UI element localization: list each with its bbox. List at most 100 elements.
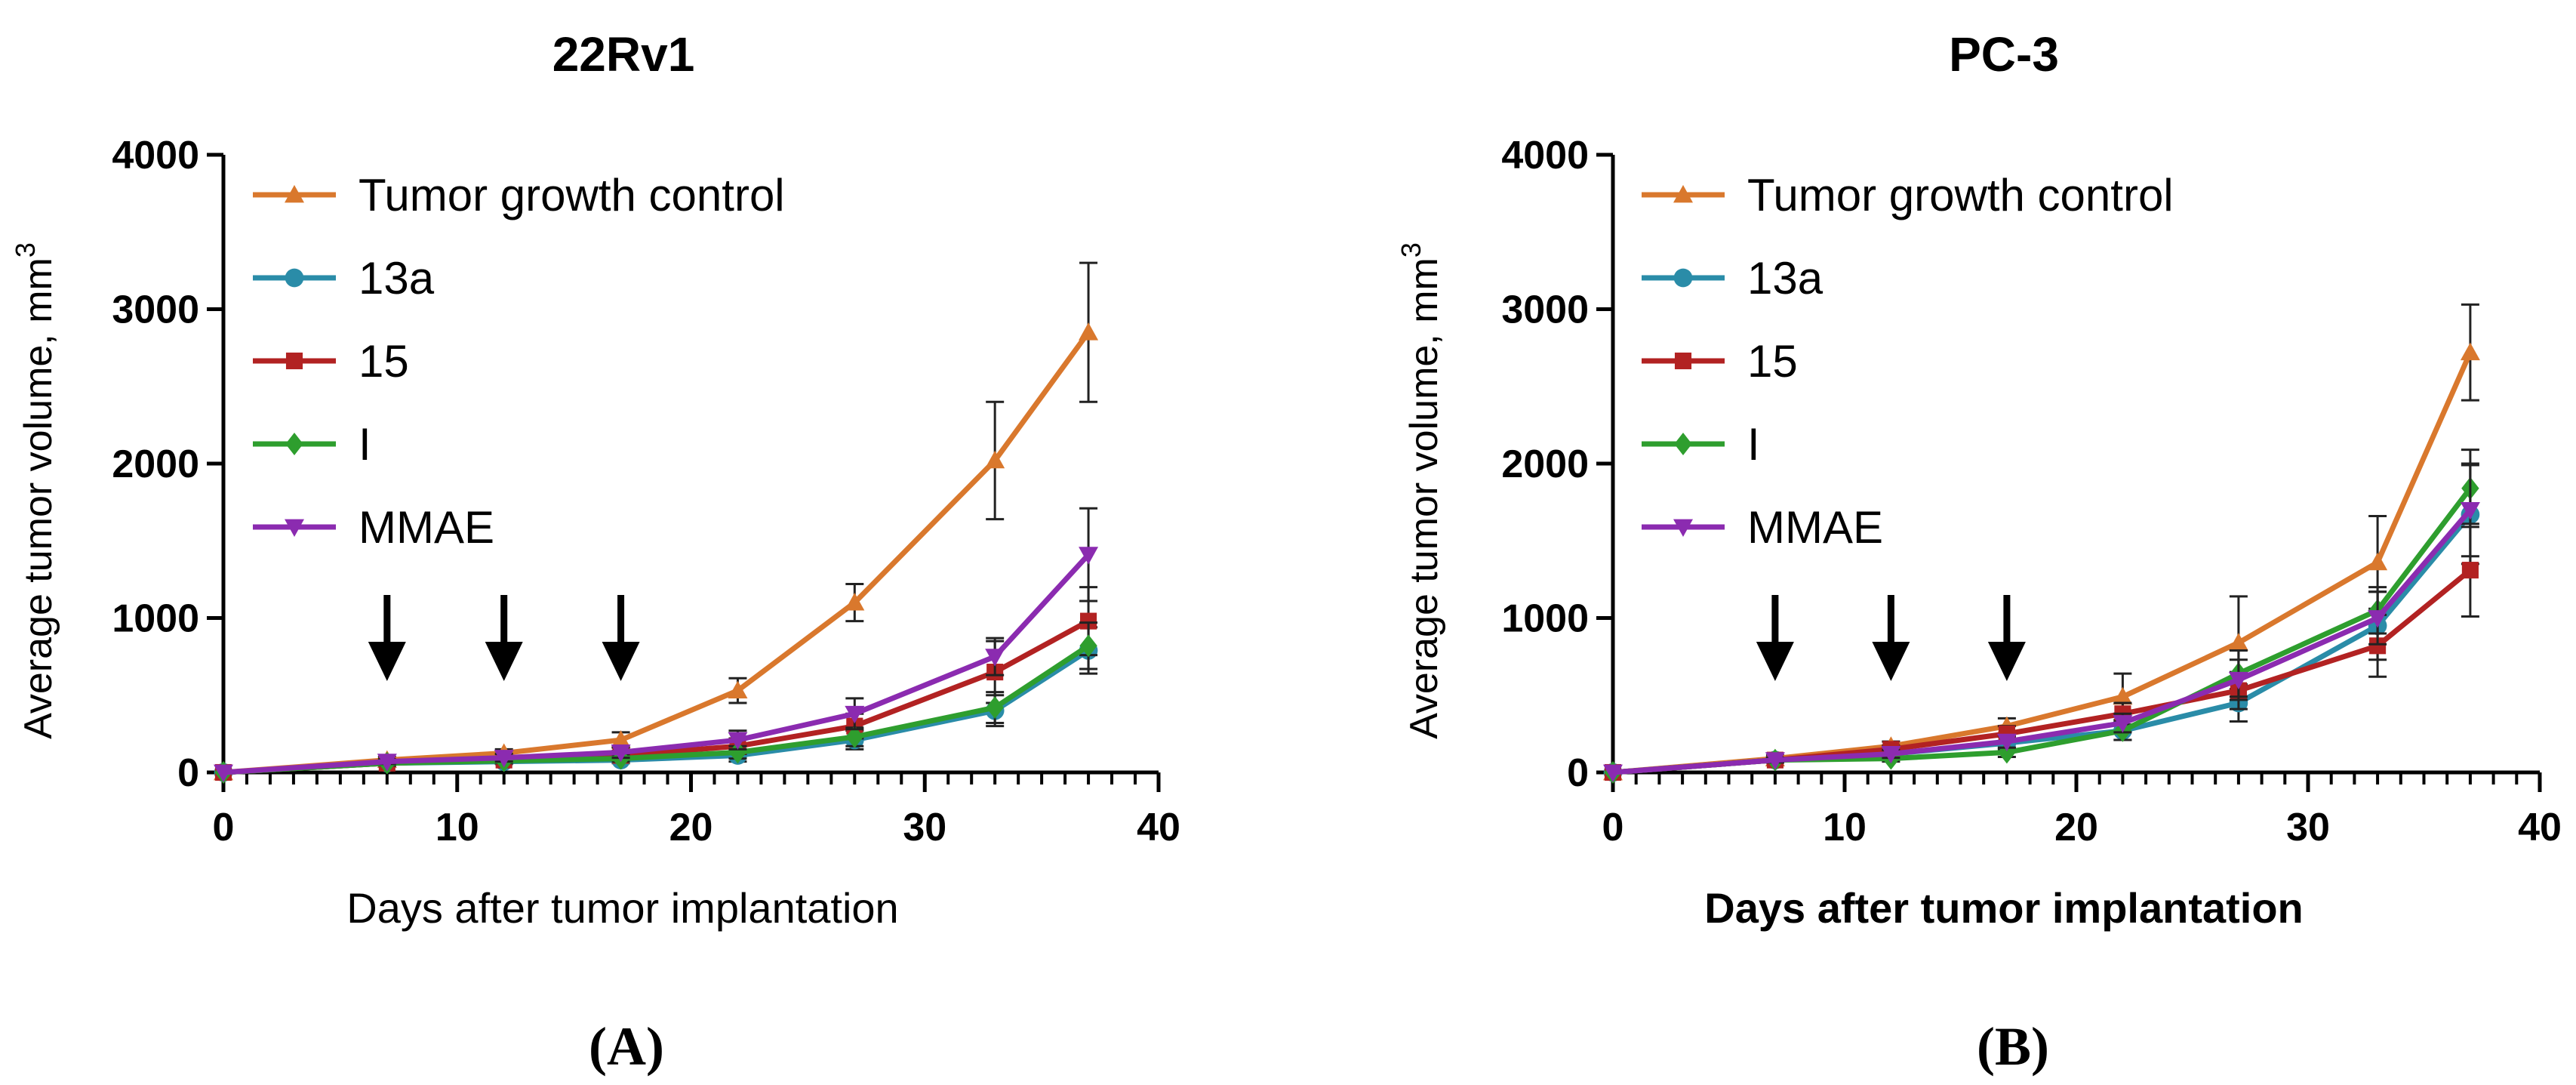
- panel-a-legend-label: I: [359, 419, 371, 470]
- panel-b-series-line: [1612, 508, 2473, 775]
- panel-b-series-line: [1612, 351, 2473, 775]
- panel-b-dose-arrow-head: [1872, 642, 1910, 681]
- panel-b-legend-marker: [1673, 519, 1693, 537]
- panel-a-legend-marker: [285, 352, 303, 370]
- panel-b-legend-marker: [1673, 185, 1693, 203]
- panel-b-dose-arrow-head: [1756, 642, 1794, 681]
- panel-b-data-point: [2461, 562, 2479, 579]
- panel-a-y-tick-label: 4000: [112, 134, 199, 177]
- panel-b-legend-item: 13a: [1642, 253, 1824, 304]
- panel-a-y-tick-label: 1000: [112, 597, 199, 641]
- panel-a-data-point: [1079, 634, 1097, 658]
- panel-a-legend-marker: [285, 433, 303, 455]
- panel-b-dose-arrow: [1987, 595, 2026, 681]
- panel-a-label: (A): [589, 1016, 664, 1077]
- panel-a-x-axis-label: Days after tumor implantation: [346, 884, 898, 932]
- panel-b-legend-marker: [1674, 433, 1692, 455]
- panel-b-legend-item: 15: [1642, 336, 1798, 387]
- panel-a-x-tick-label: 20: [669, 806, 713, 849]
- panel-b-dose-arrow: [1756, 595, 1794, 681]
- panel-a-series-line: [223, 553, 1091, 775]
- panel-a-y-axis-label-superscript: 3: [10, 242, 41, 257]
- panel-a-dose-arrow: [485, 595, 523, 681]
- panel-a-data-point: [1080, 612, 1097, 630]
- panel-b-legend-item: MMAE: [1642, 502, 1883, 553]
- panel-a-legend-marker: [285, 268, 304, 288]
- panel-b-data-point: [2460, 342, 2480, 361]
- panel-a-series-mmae: [214, 507, 1099, 782]
- panel-a-data-point: [985, 450, 1005, 469]
- panel-b-data-point: [1996, 733, 2017, 752]
- panel-a-legend-item: 13a: [253, 253, 435, 304]
- panel-b-data-point: [2368, 610, 2388, 628]
- panel-b-data-point: [2369, 637, 2387, 655]
- panel-b-y-tick-label: 3000: [1501, 288, 1589, 332]
- panel-a-legend-item: Tumor growth control: [253, 170, 785, 220]
- panel-a-data-point: [377, 754, 397, 772]
- panel-b-data-point: [2368, 552, 2388, 571]
- panel-b-series-mmae: [1603, 462, 2480, 782]
- panel-a-series-line: [223, 331, 1091, 775]
- panel-b-legend-label: Tumor growth control: [1747, 170, 2174, 220]
- panel-b-chart: PC-3 Days after tumor implantation Avera…: [1396, 27, 2562, 1077]
- panel-a-y-tick-label: 3000: [112, 288, 199, 332]
- panel-b-y-axis-label-text: Average tumor volume, mm: [1402, 257, 1446, 739]
- panel-a-y-tick-label: 0: [177, 751, 199, 795]
- panel-a-data-point: [845, 705, 865, 724]
- panel-a-dose-arrow-head: [368, 642, 406, 681]
- panel-b-dose-arrow-head: [1987, 642, 2026, 681]
- panel-a-data-point: [728, 741, 747, 764]
- panel-b-y-tick-label: 2000: [1501, 442, 1589, 486]
- panel-a-data-point: [845, 726, 864, 748]
- panel-a-legend-marker: [285, 519, 304, 537]
- panel-b-data-point: [2228, 633, 2248, 651]
- panel-b-title: PC-3: [1949, 27, 2059, 82]
- panel-a-data-point: [728, 732, 748, 751]
- panel-b-x-tick-label: 0: [1602, 806, 1624, 849]
- panel-a-x-tick-label: 40: [1137, 806, 1180, 849]
- panel-b-data-point: [2113, 715, 2133, 733]
- panel-b-x-tick-label: 10: [1823, 806, 1867, 849]
- panel-a-dose-arrow: [602, 595, 640, 681]
- panel-a-data-point: [1079, 322, 1099, 341]
- panel-b-legend-marker: [1673, 268, 1693, 288]
- panel-b-legend-item: Tumor growth control: [1642, 170, 2174, 220]
- panel-b-series-15: [1604, 522, 2479, 781]
- panel-a-y-axis-label: Average tumor volume, mm3: [10, 242, 60, 739]
- panel-a-data-point: [728, 680, 748, 699]
- panel-a-data-point: [845, 593, 865, 611]
- panel-b-label: (B): [1977, 1016, 2049, 1077]
- panel-a-data-point: [1079, 547, 1099, 565]
- panel-b-data-point: [1765, 752, 1785, 770]
- panel-a-dose-arrow-head: [602, 642, 640, 681]
- panel-b-x-tick-label: 40: [2518, 806, 2562, 849]
- panel-a-data-point: [985, 649, 1005, 667]
- panel-a-legend-marker: [285, 185, 304, 203]
- panel-b-data-point: [1881, 746, 1901, 764]
- panel-b-legend-label: 15: [1747, 336, 1798, 387]
- panel-a-y-axis-label-text: Average tumor volume, mm: [17, 257, 60, 739]
- panel-b-y-axis-label-superscript: 3: [1396, 242, 1426, 257]
- panel-b-data-point: [2113, 686, 2133, 705]
- panel-a-dose-arrow-head: [485, 642, 523, 681]
- panel-a-title: 22Rv1: [552, 27, 695, 82]
- panel-a-x-tick-label: 0: [213, 806, 235, 849]
- panel-b-data-point: [2460, 501, 2480, 520]
- panel-b-dose-arrow: [1872, 595, 1910, 681]
- panel-b-y-tick-label: 4000: [1501, 134, 1589, 177]
- panel-b-y-tick-label: 1000: [1501, 597, 1589, 641]
- panel-a-x-tick-label: 30: [903, 806, 946, 849]
- panel-b-x-axis-label: Days after tumor implantation: [1704, 884, 2303, 932]
- panel-a-chart: 22Rv1 Days after tumor implantation Aver…: [10, 27, 1180, 1077]
- panel-a-data-point: [986, 696, 1004, 720]
- panel-b-data-point: [1603, 764, 1623, 782]
- panel-a-legend-item: 15: [253, 336, 409, 387]
- panel-b-legend-item: I: [1642, 419, 1760, 470]
- panel-b-legend-label: MMAE: [1747, 502, 1883, 553]
- panel-a-y-tick-label: 2000: [112, 442, 199, 486]
- panel-a-legend-item: MMAE: [253, 502, 494, 553]
- panel-b-y-tick-label: 0: [1567, 751, 1589, 795]
- panel-a-data-point: [214, 764, 233, 782]
- panel-a-data-point: [611, 744, 631, 763]
